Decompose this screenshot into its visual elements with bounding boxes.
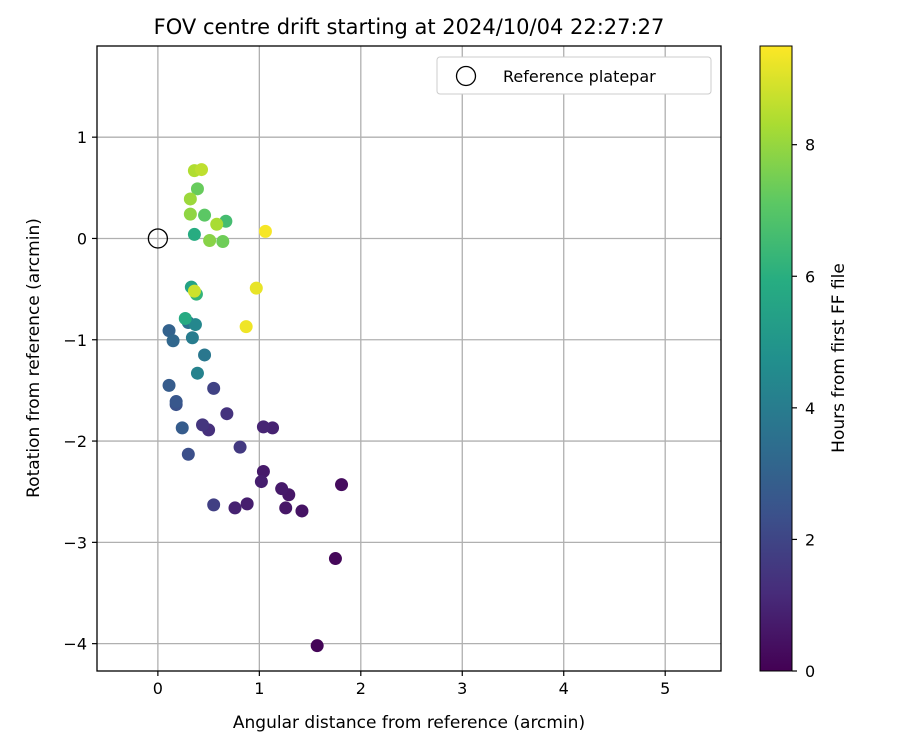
data-point [190, 182, 204, 196]
data-point [181, 447, 195, 461]
colorbar-gradient [759, 45, 793, 672]
data-point [195, 163, 209, 177]
x-tick-label: 1 [254, 679, 264, 698]
data-point [256, 464, 270, 478]
colorbar-tick-label: 6 [805, 267, 815, 286]
colorbar-tick-label: 4 [805, 399, 815, 418]
data-point [198, 348, 212, 362]
chart-title: FOV centre drift starting at 2024/10/04 … [154, 15, 665, 39]
legend-label-reference: Reference platepar [503, 67, 656, 86]
data-point [207, 498, 221, 512]
grid-lines [97, 46, 721, 671]
colorbar-tick-label: 0 [805, 662, 815, 681]
data-point [162, 378, 176, 392]
data-point [249, 281, 263, 295]
data-point [254, 475, 268, 489]
data-point [279, 501, 293, 515]
y-axis-label: Rotation from reference (arcmin) [24, 218, 44, 498]
y-axis-ticks: −4 −3 −2 −1 0 1 [63, 128, 97, 654]
colorbar-tick-label: 2 [805, 530, 815, 549]
colorbar-label: Hours from first FF file [829, 263, 849, 453]
data-point [203, 233, 217, 247]
data-point [228, 501, 242, 515]
x-tick-label: 0 [153, 679, 163, 698]
data-point [258, 224, 272, 238]
legend-marker-reference [455, 65, 477, 87]
colorbar-ticks: 0 2 4 6 8 [792, 136, 815, 681]
y-tick-label: 0 [77, 229, 87, 248]
x-tick-label: 3 [457, 679, 467, 698]
reference-platepar-marker [147, 228, 169, 249]
data-point [185, 331, 199, 345]
data-point [190, 366, 204, 380]
reference-marker [147, 228, 169, 249]
data-point [256, 420, 270, 434]
data-point [162, 324, 176, 338]
data-point [175, 421, 189, 435]
data-point [275, 482, 289, 496]
data-point [216, 235, 230, 249]
data-point [183, 192, 197, 206]
y-tick-label: −4 [63, 635, 87, 654]
data-point [178, 311, 192, 325]
data-point [207, 381, 221, 395]
data-point [188, 318, 202, 332]
y-tick-label: −3 [63, 533, 87, 552]
data-point [335, 478, 349, 492]
x-axis-ticks: 0 1 2 3 4 5 [153, 671, 670, 698]
data-point [183, 207, 197, 221]
data-point [233, 440, 247, 454]
data-point [166, 334, 180, 348]
colorbar: 0 2 4 6 8 Hours from first FF file [759, 45, 849, 681]
x-axis-label: Angular distance from reference (arcmin) [233, 713, 585, 733]
y-tick-label: −2 [63, 432, 87, 451]
data-point [210, 217, 224, 231]
data-point [187, 284, 201, 298]
data-point [295, 504, 309, 518]
plot-frame [96, 45, 722, 672]
data-point [240, 497, 254, 511]
data-point [187, 227, 201, 241]
data-point [220, 407, 234, 421]
data-point [198, 208, 212, 222]
colorbar-tick-label: 8 [805, 136, 815, 155]
y-tick-label: 1 [77, 128, 87, 147]
x-tick-label: 4 [559, 679, 569, 698]
data-point [310, 639, 324, 653]
data-point [328, 552, 342, 566]
x-tick-label: 2 [356, 679, 366, 698]
data-point [239, 320, 253, 334]
x-tick-label: 5 [660, 679, 670, 698]
legend-box [436, 56, 712, 95]
legend: Reference platepar [436, 56, 712, 95]
data-point [196, 418, 210, 432]
data-point [169, 395, 183, 409]
data-points [162, 163, 349, 653]
y-tick-label: −1 [63, 331, 87, 350]
